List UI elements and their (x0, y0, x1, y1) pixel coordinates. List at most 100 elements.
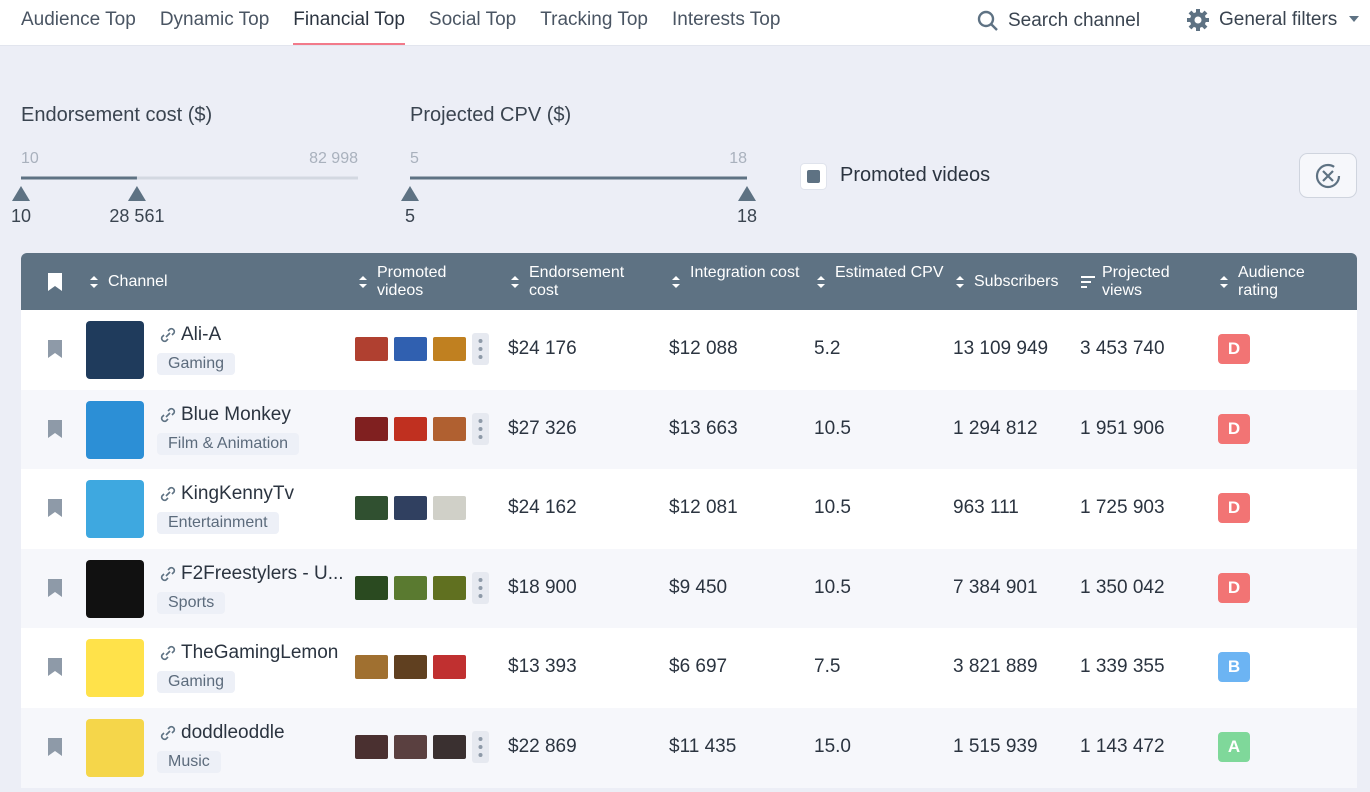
table-row[interactable]: Ali-A Gaming $24 176 $12 088 5.2 13 109 949 3 … (21, 310, 1357, 390)
cell-value: 10.5 (814, 576, 851, 598)
channel-name[interactable]: Blue Monkey (181, 403, 291, 425)
table-row[interactable]: Blue Monkey Film & Animation $27 326 $13 66… (21, 389, 1357, 470)
column-header[interactable]: Promoted videos (377, 264, 447, 299)
video-thumb[interactable] (394, 496, 427, 521)
sort-icon (1081, 276, 1095, 288)
video-thumb[interactable] (433, 575, 466, 600)
filters-button[interactable]: General filters (1219, 9, 1338, 30)
column-header[interactable]: Endorsement cost (529, 264, 625, 299)
link-icon (160, 327, 176, 343)
table-row[interactable]: F2Freestylers - U... Sports $18 900 $9 450 1… (21, 548, 1357, 629)
slider-label: Projected CPV ($) (410, 104, 572, 126)
top-bar: Audience Top Dynamic Top Financial Top Soci… (0, 0, 1370, 46)
column-header[interactable]: Audience rating (1238, 264, 1305, 299)
video-thumb[interactable] (433, 735, 466, 759)
bookmark[interactable] (47, 339, 63, 359)
column-header[interactable]: Projected views (1102, 264, 1170, 299)
video-thumb[interactable] (394, 735, 427, 759)
slider-handle[interactable] (127, 186, 146, 201)
channel-name[interactable]: Ali-A (181, 324, 222, 345)
avatar (86, 400, 144, 459)
video-thumb[interactable] (394, 575, 427, 600)
slider-handle[interactable] (12, 186, 30, 201)
checkbox-label[interactable]: Promoted videos (840, 164, 991, 186)
dot (478, 434, 483, 439)
channel-name[interactable]: KingKennyTv (181, 483, 295, 505)
category-tag: Gaming (157, 671, 236, 694)
tab[interactable]: Audience Top (21, 9, 136, 30)
cell-value: 1 294 812 (953, 417, 1038, 439)
cell-value: 1 350 042 (1080, 576, 1165, 598)
cell-value: $22 869 (508, 736, 577, 757)
cell-value: 7.5 (814, 656, 841, 678)
more-videos[interactable] (472, 571, 489, 604)
video-thumb[interactable] (355, 735, 388, 759)
video-thumb[interactable] (433, 655, 466, 680)
video-thumb[interactable] (355, 416, 388, 441)
sort-arrows (359, 276, 367, 288)
sort-icon (511, 276, 519, 288)
channel-name[interactable]: F2Freestylers - U... (181, 562, 344, 584)
column-header[interactable]: Estimated CPV (835, 264, 944, 281)
more-videos[interactable] (472, 731, 489, 763)
channel-name[interactable]: doddleoddle (181, 722, 285, 743)
video-thumb[interactable] (394, 416, 427, 441)
reset-button[interactable] (1299, 153, 1357, 198)
bookmark[interactable] (47, 498, 63, 518)
more-videos[interactable] (472, 333, 489, 365)
bookmark-all[interactable] (47, 272, 63, 292)
video-thumb[interactable] (355, 575, 388, 600)
link-icon (160, 646, 176, 661)
slider-handle[interactable] (738, 186, 756, 201)
tab[interactable]: Financial Top (293, 0, 405, 45)
video-thumb[interactable] (394, 655, 427, 680)
rating-badge: B (1218, 652, 1250, 683)
category-tag: Entertainment (157, 512, 279, 535)
bookmark-shape (48, 738, 62, 756)
link-icon (160, 725, 176, 741)
bookmark[interactable] (47, 737, 63, 757)
cell-value: 10.5 (814, 497, 851, 519)
tab[interactable]: Tracking Top (540, 9, 648, 30)
video-thumb[interactable] (355, 496, 388, 521)
table-header: Channel Promoted videos Endorsement cost In… (21, 253, 1357, 310)
slider-value: 10 (10, 206, 32, 226)
slider-min: 10 (21, 150, 39, 167)
checkbox[interactable] (800, 163, 827, 190)
cell-value: $24 176 (508, 338, 577, 359)
dot (478, 339, 483, 343)
channel-name[interactable]: TheGamingLemon (181, 642, 339, 664)
tabs: Audience Top Dynamic Top Financial Top Soci… (21, 0, 780, 45)
bookmark[interactable] (47, 657, 63, 677)
avatar (86, 559, 144, 618)
search-input[interactable]: Search channel (1008, 10, 1141, 31)
slider-track[interactable] (0, 170, 1370, 230)
video-thumb[interactable] (355, 337, 388, 361)
tab[interactable]: Social Top (428, 9, 517, 30)
column-header[interactable]: Integration cost (690, 264, 800, 281)
cell-value: $6 697 (669, 656, 728, 678)
slider-label: Endorsement cost ($) (21, 104, 213, 126)
sort-icon (817, 276, 825, 288)
table-row[interactable]: KingKennyTv Entertainment $24 162 $12 081 10… (21, 469, 1357, 550)
more-videos[interactable] (472, 412, 489, 445)
video-thumb[interactable] (433, 416, 466, 441)
tab[interactable]: Dynamic Top (159, 9, 270, 30)
bookmark[interactable] (47, 419, 63, 439)
table-row[interactable]: TheGamingLemon Gaming $13 393 $6 697 7.5 3 82… (21, 628, 1357, 709)
video-thumb[interactable] (433, 337, 466, 361)
column-header[interactable]: Channel (108, 273, 168, 290)
tab[interactable]: Interests Top (671, 9, 781, 30)
table-row[interactable]: doddleoddle Music $22 869 $11 435 15.0 1 515 … (21, 708, 1357, 788)
avatar (86, 639, 144, 698)
dot (478, 355, 483, 359)
slider-track[interactable] (0, 170, 1370, 230)
column-header[interactable]: Subscribers (974, 273, 1059, 290)
video-thumb[interactable] (433, 496, 466, 521)
video-thumb[interactable] (394, 337, 427, 361)
cell-value: 963 111 (953, 497, 1019, 519)
video-thumb[interactable] (355, 655, 388, 680)
bookmark[interactable] (47, 578, 63, 598)
slider-handle[interactable] (401, 186, 419, 201)
